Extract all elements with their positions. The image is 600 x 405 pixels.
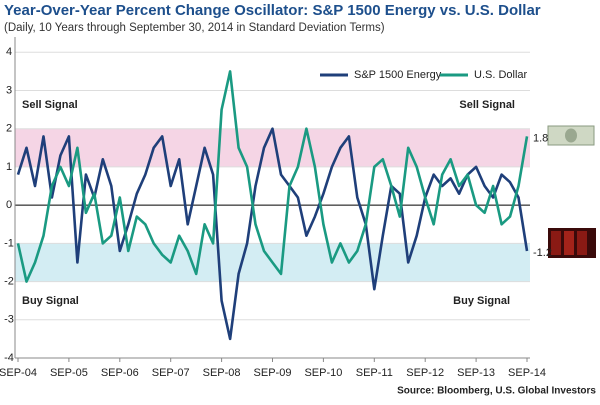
legend-label: U.S. Dollar xyxy=(474,69,528,81)
oil-barrels-icon xyxy=(548,228,596,258)
x-tick-label: SEP-12 xyxy=(406,367,444,379)
y-tick-label: -2 xyxy=(4,275,14,287)
x-tick-label: SEP-06 xyxy=(101,367,139,379)
y-tick-label: 0 xyxy=(6,199,12,211)
x-tick-label: SEP-14 xyxy=(508,367,546,379)
y-tick-label: -1 xyxy=(4,237,14,249)
x-tick-label: SEP-08 xyxy=(203,367,241,379)
y-tick-label: 2 xyxy=(6,123,12,135)
source: Source: Bloomberg, U.S. Global Investors xyxy=(397,386,596,397)
end-label: 1.8 xyxy=(533,132,548,144)
signal-label: Sell Signal xyxy=(22,99,78,111)
chart-title: Year-Over-Year Percent Change Oscillator… xyxy=(4,2,541,19)
series-line xyxy=(16,70,529,283)
x-tick-label: SEP-05 xyxy=(50,367,88,379)
y-tick-label: 4 xyxy=(6,46,12,58)
signal-label: Buy Signal xyxy=(453,295,510,307)
y-tick-label: 3 xyxy=(6,84,12,96)
x-tick-label: SEP-04 xyxy=(0,367,37,379)
end-label: -1.2 xyxy=(533,247,552,259)
x-tick-label: SEP-13 xyxy=(457,367,495,379)
y-tick-label: -4 xyxy=(4,352,14,364)
x-tick-label: SEP-10 xyxy=(304,367,342,379)
series-line xyxy=(16,127,529,341)
chart-subtitle: (Daily, 10 Years through September 30, 2… xyxy=(4,22,385,34)
y-tick-label: -3 xyxy=(4,314,14,326)
signal-label: Buy Signal xyxy=(22,295,79,307)
y-tick-label: 1 xyxy=(6,161,12,173)
legend-label: S&P 1500 Energy xyxy=(354,69,442,81)
x-tick-label: SEP-11 xyxy=(356,367,393,379)
signal-label: Sell Signal xyxy=(459,99,515,111)
x-tick-label: SEP-07 xyxy=(152,367,190,379)
x-tick-label: SEP-09 xyxy=(254,367,292,379)
dollar-icon xyxy=(547,125,595,146)
